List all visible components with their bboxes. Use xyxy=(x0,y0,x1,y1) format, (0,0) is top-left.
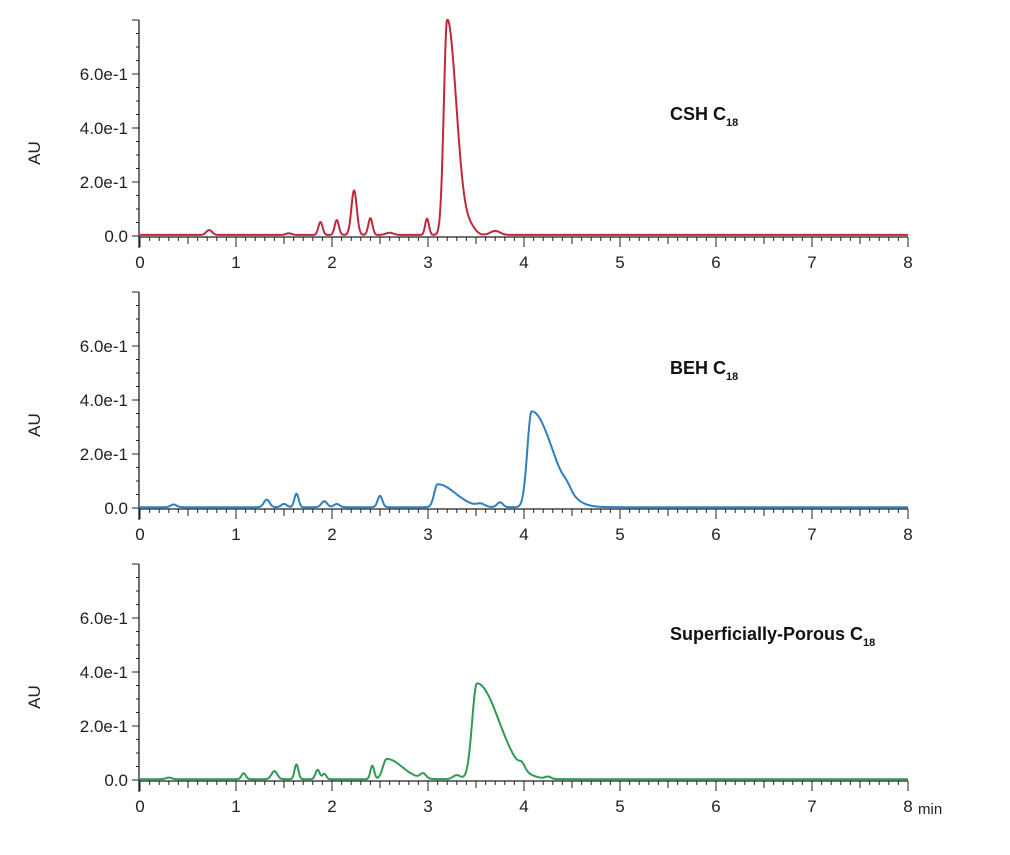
x-tick-label: 1 xyxy=(231,797,240,816)
x-tick-label: 0 xyxy=(135,797,144,816)
y-axis-title: AU xyxy=(25,141,44,165)
x-tick-label: 8 xyxy=(903,525,912,544)
chart-panel-1: 0.0 2.0e-1 4.0e-1 6.0e-1 0 1 2 3 4 5 6 7 8 AU CSH C18 xyxy=(25,19,913,272)
x-tick-label: 4 xyxy=(519,797,528,816)
x-tick-label: 2 xyxy=(327,253,336,272)
y-tick-label: 2.0e-1 xyxy=(80,173,128,192)
x-tick-label: 2 xyxy=(327,525,336,544)
x-tick-label: 7 xyxy=(807,253,816,272)
x-tick-label: 8 xyxy=(903,253,912,272)
x-tick-label: 7 xyxy=(807,525,816,544)
x-tick-label: 3 xyxy=(423,253,432,272)
y-tick-label: 4.0e-1 xyxy=(80,391,128,410)
trace-line-3 xyxy=(139,682,909,781)
x-tick-label: 4 xyxy=(519,525,528,544)
x-tick-label: 6 xyxy=(711,797,720,816)
y-axis-title: AU xyxy=(25,685,44,709)
x-tick-label: 6 xyxy=(711,525,720,544)
x-axis-unit-label: min xyxy=(918,801,942,818)
y-tick-label: 4.0e-1 xyxy=(80,119,128,138)
x-tick-label: 6 xyxy=(711,253,720,272)
trace-line-2 xyxy=(139,410,909,509)
y-tick-label: 6.0e-1 xyxy=(80,609,128,628)
y-tick-label: 6.0e-1 xyxy=(80,65,128,84)
trace-line-1 xyxy=(139,19,909,236)
y-tick-label: 0.0 xyxy=(104,227,128,246)
y-tick-label: 6.0e-1 xyxy=(80,337,128,356)
x-tick-label: 1 xyxy=(231,253,240,272)
y-axis-title: AU xyxy=(25,413,44,437)
x-tick-label: 5 xyxy=(615,797,624,816)
x-tick-label: 8 xyxy=(903,797,912,816)
x-tick-label: 5 xyxy=(615,525,624,544)
column-label: Superficially-Porous C18 xyxy=(670,624,875,649)
x-tick-label: 0 xyxy=(135,525,144,544)
x-tick-label: 5 xyxy=(615,253,624,272)
x-tick-label: 2 xyxy=(327,797,336,816)
y-tick-label: 0.0 xyxy=(104,499,128,518)
x-tick-label: 3 xyxy=(423,797,432,816)
x-tick-label: 0 xyxy=(135,253,144,272)
x-tick-label: 3 xyxy=(423,525,432,544)
chart-panel-2: 0.0 2.0e-1 4.0e-1 6.0e-1 0 1 2 3 4 5 6 7 8 AU BEH C18 xyxy=(25,291,913,544)
chart-panel-3: 0.0 2.0e-1 4.0e-1 6.0e-1 0 1 2 3 4 5 6 7 8 min AU Super… xyxy=(25,563,942,818)
column-label: BEH C18 xyxy=(670,358,738,383)
y-tick-label: 2.0e-1 xyxy=(80,445,128,464)
x-tick-label: 1 xyxy=(231,525,240,544)
x-tick-label: 7 xyxy=(807,797,816,816)
column-label: CSH C18 xyxy=(670,104,738,129)
y-tick-label: 0.0 xyxy=(104,771,128,790)
y-tick-label: 2.0e-1 xyxy=(80,717,128,736)
y-tick-label: 4.0e-1 xyxy=(80,663,128,682)
x-tick-label: 4 xyxy=(519,253,528,272)
